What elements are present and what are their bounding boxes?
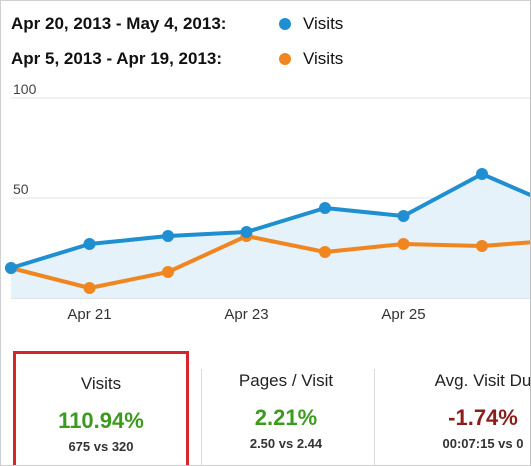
data-point: [476, 240, 488, 252]
series-line-current: [10, 172, 530, 270]
data-point: [162, 230, 174, 242]
legend-range-label: Apr 5, 2013 - Apr 19, 2013:: [11, 49, 223, 68]
x-tick-label: Apr 25: [381, 306, 425, 323]
data-point: [162, 266, 174, 278]
data-point: [5, 262, 17, 274]
data-point: [397, 238, 410, 250]
visits-line-chart: 100 50 Apr 21 Apr 23 Apr 25: [5, 81, 530, 323]
legend-dot-icon: [279, 53, 291, 65]
scorecard-value: 2.21%: [254, 405, 318, 430]
legend-range-label: Apr 20, 2013 - May 4, 2013:: [11, 14, 227, 33]
x-tick-label: Apr 23: [224, 306, 268, 323]
data-point: [319, 202, 331, 214]
data-point: [476, 168, 488, 180]
scorecard-label: Avg. Visit Du: [434, 371, 531, 390]
scorecard-value: 110.94%: [58, 408, 144, 433]
scorecard-divider: [374, 369, 375, 465]
scorecard-visits[interactable]: Visits 110.94% 675 vs 320: [13, 351, 189, 465]
scorecard-compare: 675 vs 320: [68, 439, 134, 454]
legend-current-period: Apr 20, 2013 - May 4, 2013: Visits: [11, 13, 343, 35]
scorecard-pages-per-visit[interactable]: Pages / Visit 2.21% 2.50 vs 2.44: [201, 351, 371, 465]
data-point: [319, 246, 331, 258]
data-point: [240, 226, 253, 238]
legend-previous-period: Apr 5, 2013 - Apr 19, 2013: Visits: [11, 48, 343, 70]
series-line-previous: [10, 234, 530, 290]
scorecard-label: Visits: [80, 374, 122, 393]
legend-series-name: Visits: [303, 49, 344, 68]
scorecard-value: -1.74%: [448, 405, 518, 430]
x-tick-label: Apr 21: [67, 306, 111, 323]
data-point: [397, 210, 410, 222]
scorecard-compare: 2.50 vs 2.44: [249, 436, 323, 451]
scorecard-compare: 00:07:15 vs 0: [442, 436, 524, 451]
scorecard-row: Visits 110.94% 675 vs 320 Pages / Visit …: [1, 351, 531, 465]
scorecard-divider: [201, 369, 202, 465]
scorecard-avg-visit-duration[interactable]: Avg. Visit Du -1.74% 00:07:15 vs 0: [393, 351, 531, 465]
data-point: [83, 238, 96, 250]
legend-dot-icon: [279, 18, 291, 30]
legend-series-name: Visits: [303, 14, 344, 33]
y-tick-label: 50: [13, 181, 29, 197]
y-tick-label: 100: [13, 81, 37, 97]
series-area-fill: [11, 174, 530, 298]
data-point: [83, 282, 96, 294]
scorecard-label: Pages / Visit: [238, 371, 334, 390]
